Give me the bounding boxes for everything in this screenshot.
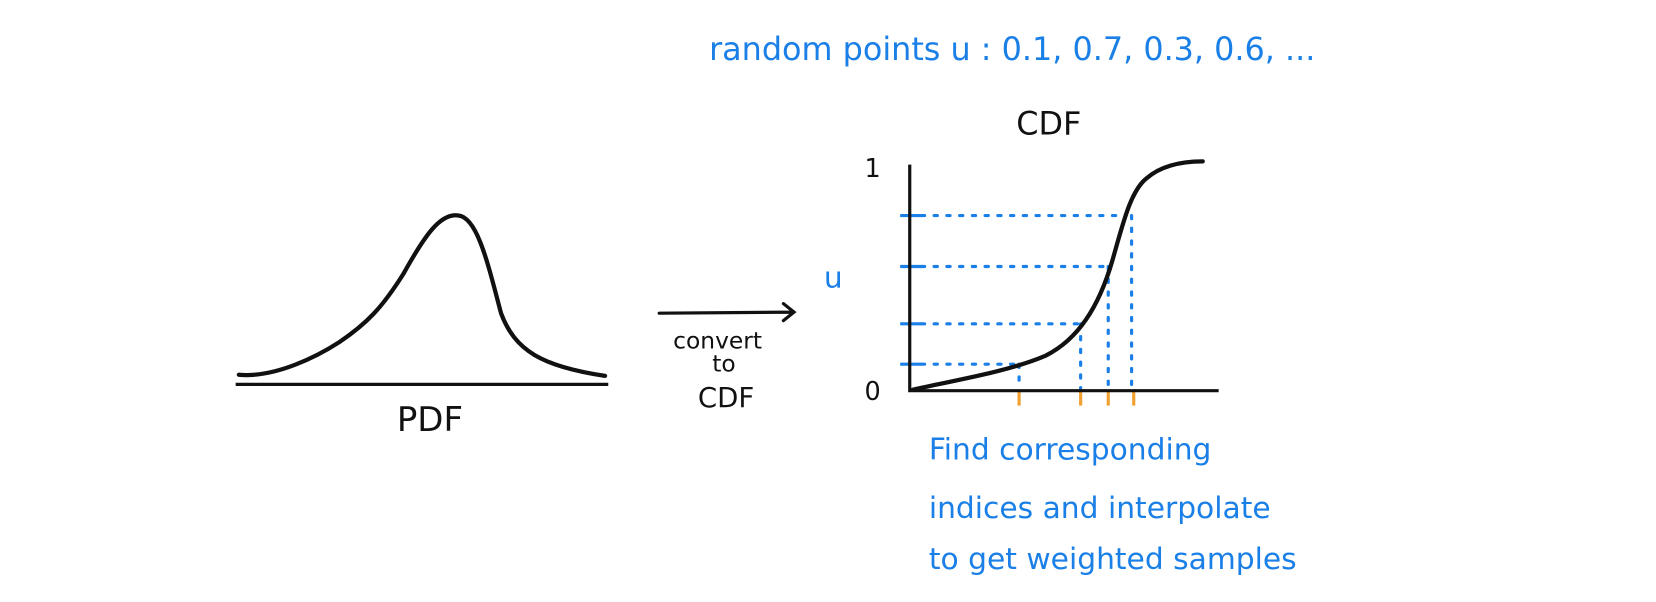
guide-lines — [919, 213, 1134, 391]
y-top-label: 1 — [864, 154, 880, 184]
y-bottom-label: 0 — [864, 377, 880, 407]
cdf-title: CDF — [1016, 104, 1081, 142]
note-line: Find corresponding — [929, 433, 1212, 468]
arrow-label: CDF — [698, 381, 754, 414]
title: random points u : 0.1, 0.7, 0.3, 0.6, ..… — [709, 30, 1315, 68]
arrow — [657, 302, 797, 323]
cdf-axes — [908, 164, 1219, 393]
note-line: indices and interpolate — [929, 491, 1271, 526]
arrow-label: convert — [673, 326, 762, 354]
pdf-curve — [236, 213, 608, 378]
arrow-label: to — [712, 350, 735, 378]
sample-ticks — [1017, 391, 1136, 406]
cdf-curve — [910, 159, 1205, 392]
pdf-label: PDF — [397, 400, 463, 440]
y-axis-label: u — [824, 261, 843, 296]
note-line: to get weighted samples — [929, 542, 1297, 577]
